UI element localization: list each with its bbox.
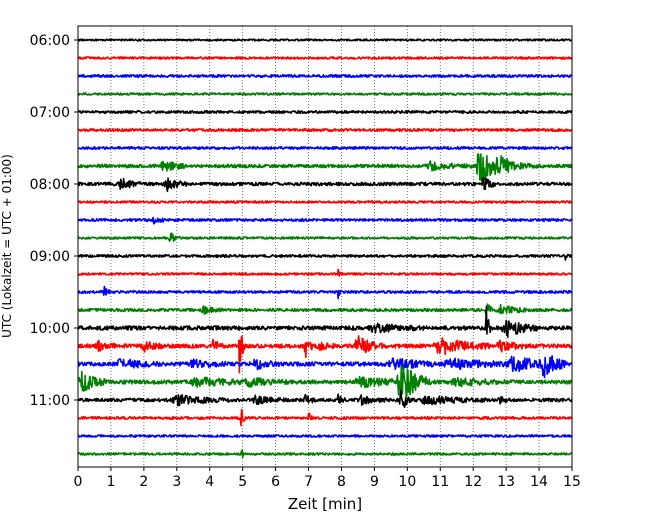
trace-group — [78, 38, 572, 459]
seismic-trace — [78, 216, 572, 225]
x-tick-label: 6 — [271, 474, 280, 490]
seismic-trace — [78, 253, 572, 261]
x-tick-label: 14 — [530, 474, 548, 490]
x-tick-label: 7 — [304, 474, 313, 490]
y-axis: 06:00 07:00 08:00 09:00 10:00 11:00 — [30, 33, 78, 409]
x-tick-label: 9 — [370, 474, 379, 490]
x-tick-label: 10 — [398, 474, 416, 490]
seismic-trace — [78, 389, 572, 409]
x-tick-label: 2 — [139, 474, 148, 490]
seismic-trace — [78, 303, 572, 315]
y-tick-label: 11:00 — [30, 393, 70, 409]
seismic-trace — [78, 200, 572, 204]
x-tick-label: 13 — [497, 474, 515, 490]
x-tick-label: 12 — [464, 474, 482, 490]
seismic-trace — [78, 145, 572, 151]
x-tick-label: 4 — [205, 474, 214, 490]
seismic-trace — [78, 448, 572, 459]
seismic-trace — [78, 109, 572, 115]
x-tick-label: 15 — [563, 474, 581, 490]
x-tick-label: 8 — [337, 474, 346, 490]
seismic-trace — [78, 355, 572, 379]
seismic-trace — [78, 268, 572, 277]
x-axis-label: Zeit [min] — [288, 495, 362, 513]
seismic-trace — [78, 335, 572, 374]
y-tick-label: 07:00 — [30, 105, 70, 121]
x-tick-label: 11 — [431, 474, 449, 490]
seismic-trace — [78, 73, 572, 79]
plot-frame — [77, 25, 573, 468]
x-tick-label: 0 — [74, 474, 83, 490]
x-tick-label: 5 — [238, 474, 247, 490]
seismic-trace — [78, 285, 572, 300]
y-tick-label: 10:00 — [30, 321, 70, 337]
seismic-trace — [78, 232, 572, 242]
y-tick-label: 09:00 — [30, 249, 70, 265]
seismic-trace — [78, 434, 572, 438]
x-tick-label: 1 — [106, 474, 115, 490]
seismic-trace — [78, 38, 572, 42]
x-axis: 0 1 2 3 4 5 6 7 8 9 10 11 12 13 14 15 — [74, 467, 581, 490]
seismic-trace — [78, 305, 572, 338]
seismic-trace — [78, 176, 572, 193]
seismic-trace — [78, 364, 572, 399]
y-tick-label: 08:00 — [30, 177, 70, 193]
seismic-trace — [78, 127, 572, 133]
y-tick-label: 06:00 — [30, 33, 70, 49]
x-tick-label: 3 — [172, 474, 181, 490]
seismic-trace — [78, 92, 572, 96]
seismic-trace — [78, 56, 572, 60]
y-axis-label: UTC (Lokalzeit = UTC + 01:00) — [0, 154, 14, 338]
seismic-trace — [78, 153, 572, 182]
seismic-trace — [78, 408, 572, 427]
